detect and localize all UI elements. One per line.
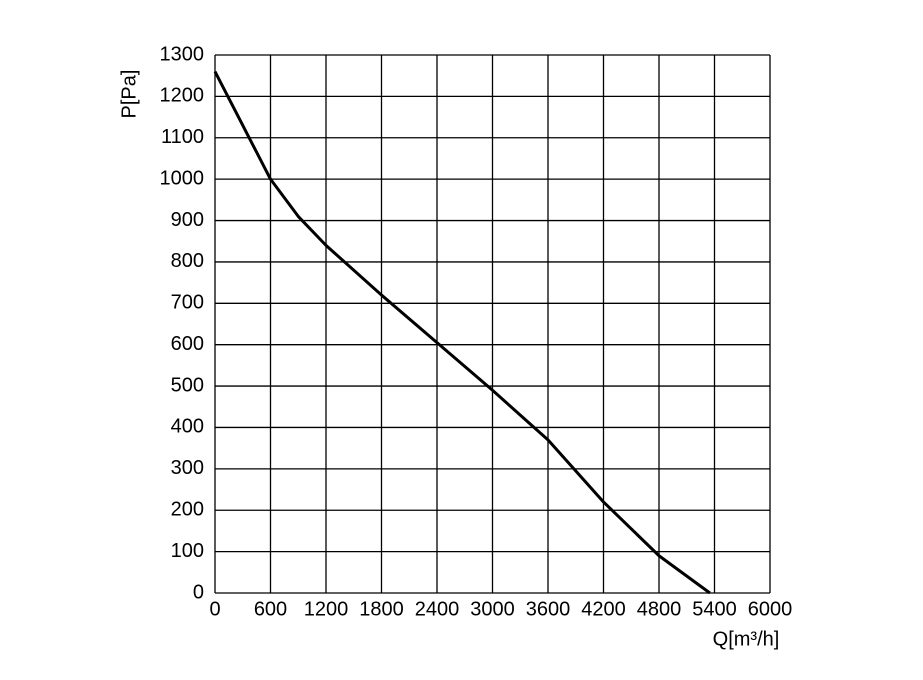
x-tick-label: 6000: [748, 598, 793, 620]
y-tick-label: 900: [171, 209, 204, 231]
y-tick-label: 700: [171, 292, 204, 314]
y-tick-label: 100: [171, 540, 204, 562]
y-tick-label: 1000: [160, 167, 205, 189]
y-tick-label: 800: [171, 250, 204, 272]
x-tick-label: 2400: [415, 598, 460, 620]
x-tick-label: 3600: [526, 598, 571, 620]
y-tick-label: 400: [171, 416, 204, 438]
x-tick-label: 5400: [692, 598, 737, 620]
y-tick-label: 1300: [160, 43, 205, 65]
x-tick-label: 3000: [470, 598, 515, 620]
x-tick-label: 0: [209, 598, 220, 620]
x-tick-label: 1800: [359, 598, 404, 620]
x-tick-label: 1200: [304, 598, 349, 620]
y-tick-label: 600: [171, 333, 204, 355]
x-tick-label: 4200: [581, 598, 626, 620]
y-tick-label: 1200: [160, 85, 205, 107]
data-line: [213, 70, 711, 595]
y-tick-label: 200: [171, 499, 204, 521]
y-axis-label: P[Pa]: [118, 70, 140, 119]
y-tick-label: 500: [171, 374, 204, 396]
x-tick-label: 4800: [637, 598, 682, 620]
y-tick-label: 0: [193, 581, 204, 603]
y-tick-label: 300: [171, 457, 204, 479]
x-tick-label: 600: [254, 598, 287, 620]
x-axis-label: Q[m³/h]: [713, 628, 780, 650]
y-tick-label: 1100: [161, 126, 204, 148]
